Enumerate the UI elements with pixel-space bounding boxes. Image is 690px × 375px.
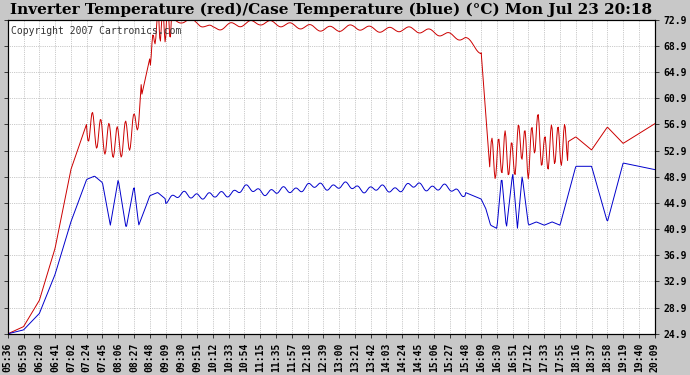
Title: Inverter Temperature (red)/Case Temperature (blue) (°C) Mon Jul 23 20:18: Inverter Temperature (red)/Case Temperat…: [10, 3, 652, 17]
Text: Copyright 2007 Cartronics.com: Copyright 2007 Cartronics.com: [11, 26, 181, 36]
